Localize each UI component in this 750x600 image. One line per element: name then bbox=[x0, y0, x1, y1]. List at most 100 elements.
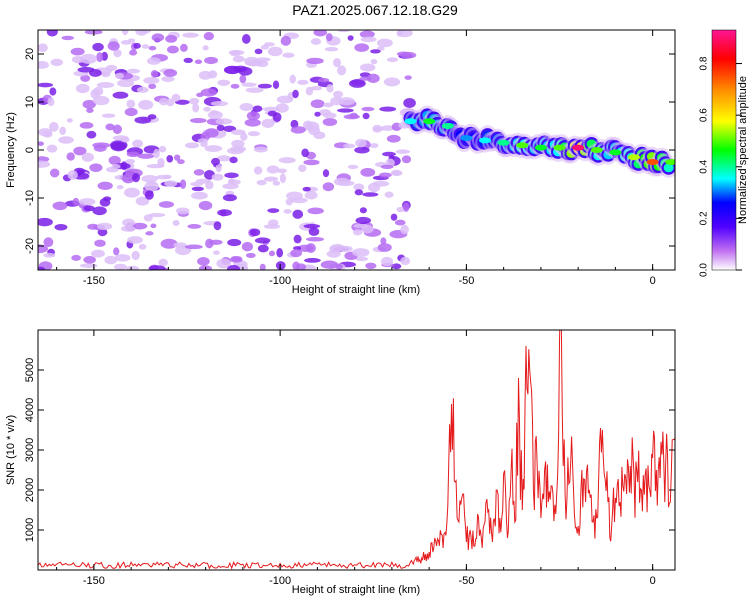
noise-blob bbox=[241, 34, 251, 44]
noise-blob bbox=[202, 45, 209, 51]
noise-blob bbox=[43, 237, 54, 248]
noise-blob bbox=[82, 99, 96, 109]
noise-blob bbox=[379, 106, 397, 112]
noise-blob bbox=[376, 46, 385, 51]
noise-blob bbox=[125, 158, 136, 164]
colorbar-tick-label: 0.2 bbox=[699, 211, 710, 225]
noise-blob bbox=[123, 187, 140, 198]
noise-blob bbox=[187, 224, 202, 229]
noise-blob bbox=[229, 257, 243, 263]
noise-blob bbox=[197, 257, 210, 266]
noise-blob bbox=[217, 79, 231, 86]
noise-blob bbox=[198, 200, 213, 211]
colorbar-ticks: 0.0 0.2 0.4 0.6 0.8 bbox=[699, 56, 742, 277]
noise-blob bbox=[180, 43, 188, 52]
noise-blob bbox=[73, 146, 87, 156]
noise-blob bbox=[308, 126, 321, 136]
y-tick-label: 1000 bbox=[24, 518, 36, 542]
noise-blob bbox=[115, 72, 124, 79]
x-tick-label: -100 bbox=[269, 275, 291, 287]
noise-blob bbox=[380, 164, 394, 170]
noise-blob bbox=[79, 53, 98, 64]
noise-blob bbox=[46, 144, 58, 153]
noise-blob bbox=[310, 86, 323, 91]
colorbar-tick-label: 0.4 bbox=[699, 159, 710, 173]
noise-blob bbox=[386, 134, 401, 143]
noise-blob bbox=[205, 238, 214, 249]
snr-series-line bbox=[38, 330, 675, 570]
noise-blob bbox=[306, 236, 324, 242]
noise-blob bbox=[276, 247, 284, 258]
noise-blob bbox=[246, 111, 260, 121]
noise-blob bbox=[77, 66, 95, 73]
noise-blob bbox=[143, 76, 160, 85]
noise-blob bbox=[38, 160, 51, 168]
noise-blob bbox=[302, 186, 311, 192]
noise-blob bbox=[112, 135, 129, 141]
noise-blob bbox=[141, 44, 150, 49]
noise-blob bbox=[380, 125, 396, 131]
noise-blob bbox=[161, 76, 175, 83]
noise-blob bbox=[134, 116, 152, 124]
noise-blob bbox=[263, 176, 279, 182]
x-tick-label: -100 bbox=[269, 575, 291, 587]
plot-title: PAZ1.2025.067.12.18.G29 bbox=[292, 2, 458, 18]
noise-blob bbox=[212, 250, 220, 255]
noise-blob bbox=[38, 128, 53, 137]
noise-blob bbox=[38, 217, 53, 227]
noise-blob bbox=[361, 106, 375, 112]
noise-blob bbox=[401, 155, 412, 164]
noise-blob bbox=[184, 244, 203, 250]
noise-blob bbox=[366, 73, 380, 84]
noise-blob bbox=[145, 231, 154, 236]
noise-blob bbox=[193, 169, 205, 176]
x-tick-label: -50 bbox=[458, 575, 474, 587]
noise-blob bbox=[83, 255, 96, 264]
noise-blob bbox=[113, 263, 128, 270]
noise-blob bbox=[359, 207, 367, 214]
noise-blob bbox=[96, 52, 104, 63]
noise-blob bbox=[91, 249, 105, 258]
noise-blob bbox=[158, 97, 169, 106]
noise-blob bbox=[52, 201, 68, 211]
noise-blob bbox=[291, 197, 308, 204]
noise-blob bbox=[50, 58, 64, 67]
noise-blob bbox=[355, 256, 369, 262]
noise-blob bbox=[290, 249, 303, 258]
noise-blob bbox=[263, 42, 275, 47]
noise-blob bbox=[92, 206, 107, 216]
signal-peak bbox=[609, 149, 622, 156]
noise-blob bbox=[241, 82, 257, 87]
noise-blob bbox=[256, 60, 269, 68]
signal-peak bbox=[590, 147, 603, 153]
noise-blob bbox=[203, 31, 215, 41]
noise-blob bbox=[268, 250, 276, 257]
noise-blob bbox=[394, 219, 406, 226]
noise-blob bbox=[337, 65, 347, 76]
noise-blob bbox=[275, 261, 286, 270]
signal-peak bbox=[553, 144, 566, 151]
noise-blob bbox=[333, 58, 341, 68]
signal-peak bbox=[404, 118, 417, 125]
noise-blob bbox=[126, 265, 139, 270]
noise-blob bbox=[141, 174, 158, 183]
noise-blob bbox=[323, 102, 334, 108]
noise-blob bbox=[127, 236, 143, 244]
noise-blob bbox=[322, 182, 335, 192]
noise-blob bbox=[400, 224, 409, 235]
noise-blob bbox=[175, 99, 190, 105]
noise-blob bbox=[97, 222, 113, 231]
noise-blob bbox=[204, 145, 223, 153]
noise-blob bbox=[395, 149, 411, 154]
y-tick-label: 3000 bbox=[24, 438, 36, 462]
noise-blob bbox=[400, 51, 417, 59]
noise-blob bbox=[272, 180, 281, 186]
noise-blob bbox=[370, 58, 378, 65]
noise-blob bbox=[136, 86, 149, 93]
noise-blob bbox=[59, 126, 67, 136]
noise-blob bbox=[390, 169, 403, 177]
noise-blob bbox=[348, 79, 366, 88]
noise-blob bbox=[92, 95, 110, 106]
